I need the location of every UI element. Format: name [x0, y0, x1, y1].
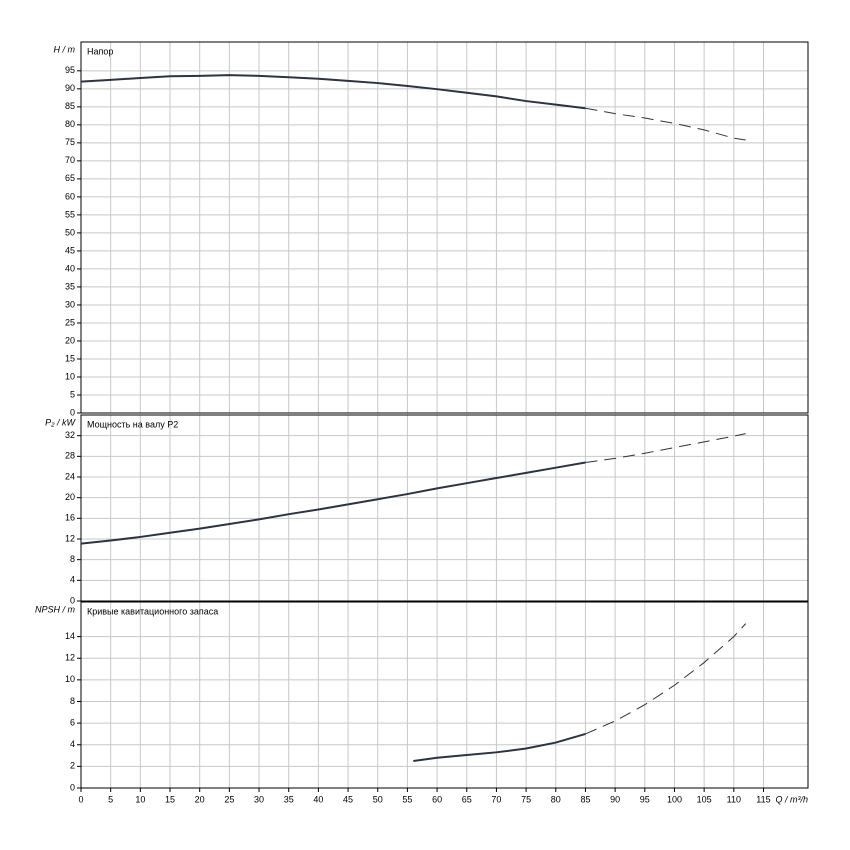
panel-title: Мощность на валу P2: [87, 419, 178, 429]
x-axis-label: Q / m³/h: [775, 794, 808, 804]
x-tick-label: 100: [667, 794, 682, 804]
x-tick-label: 115: [756, 794, 770, 804]
y-tick-label: 6: [70, 717, 75, 727]
x-tick-label: 105: [697, 794, 712, 804]
plot-frame: [80, 41, 809, 414]
y-tick-label: 32: [65, 430, 75, 440]
y-axis-label: NPSH / m: [35, 604, 76, 614]
y-tick-label: 4: [70, 739, 75, 749]
x-tick-label: 20: [195, 794, 205, 804]
x-tick-label: 70: [491, 794, 501, 804]
y-tick-label: 75: [65, 137, 75, 147]
y-tick-label: 24: [65, 471, 75, 481]
y-tick-label: 15: [65, 353, 75, 363]
y-tick-label: 45: [65, 245, 75, 255]
y-tick-label: 55: [65, 209, 75, 219]
y-tick-label: 0: [70, 595, 75, 605]
y-tick-label: 20: [65, 335, 75, 345]
x-tick-label: 30: [254, 794, 264, 804]
x-tick-label: 0: [78, 794, 83, 804]
y-tick-label: 50: [65, 227, 75, 237]
y-tick-label: 40: [65, 263, 75, 273]
y-tick-label: 16: [65, 513, 75, 523]
curve: [80, 74, 586, 110]
x-tick-label: 10: [135, 794, 145, 804]
plot-frame: [80, 414, 809, 602]
y-tick-label: 95: [65, 65, 75, 75]
x-tick-label: 5: [108, 794, 113, 804]
y-tick-label: 5: [70, 389, 75, 399]
y-tick-label: 2: [70, 761, 75, 771]
x-tick-label: 110: [727, 794, 741, 804]
curve: [585, 107, 746, 141]
x-tick-label: 60: [432, 794, 442, 804]
y-tick-label: 70: [65, 155, 75, 165]
x-tick-label: 80: [551, 794, 561, 804]
y-tick-label: 25: [65, 317, 75, 327]
y-tick-label: 80: [65, 119, 75, 129]
x-tick-label: 40: [313, 794, 323, 804]
x-tick-label: 65: [462, 794, 472, 804]
x-tick-label: 35: [284, 794, 294, 804]
x-tick-label: 95: [640, 794, 650, 804]
y-tick-label: 20: [65, 492, 75, 502]
y-axis-label: H / m: [54, 44, 76, 54]
y-axis-label: P₂ / kW: [45, 417, 76, 427]
curve: [80, 461, 586, 545]
panel-title: Кривые кавитационного запаса: [87, 606, 218, 616]
x-tick-label: 55: [402, 794, 412, 804]
y-tick-label: 10: [65, 371, 75, 381]
y-tick-label: 85: [65, 101, 75, 111]
y-tick-label: 35: [65, 281, 75, 291]
y-tick-label: 0: [70, 407, 75, 417]
y-tick-label: 10: [65, 674, 75, 684]
panel-title: Напор: [87, 46, 113, 56]
y-tick-label: 28: [65, 451, 75, 461]
y-tick-label: 30: [65, 299, 75, 309]
y-tick-label: 12: [65, 533, 75, 543]
y-tick-label: 90: [65, 83, 75, 93]
curve: [413, 732, 586, 762]
y-tick-label: 60: [65, 191, 75, 201]
y-tick-label: 65: [65, 173, 75, 183]
y-tick-label: 8: [70, 696, 75, 706]
y-tick-label: 14: [65, 631, 75, 641]
x-tick-label: 90: [610, 794, 620, 804]
plot-frame: [80, 601, 809, 789]
x-tick-label: 15: [165, 794, 175, 804]
curve: [585, 623, 747, 735]
y-tick-label: 4: [70, 575, 75, 585]
y-tick-label: 0: [70, 782, 75, 792]
x-tick-label: 85: [580, 794, 590, 804]
y-tick-label: 12: [65, 653, 75, 663]
y-tick-label: 8: [70, 554, 75, 564]
x-tick-label: 75: [521, 794, 531, 804]
curve: [585, 433, 746, 464]
x-tick-label: 25: [224, 794, 234, 804]
x-tick-label: 45: [343, 794, 353, 804]
x-tick-label: 50: [373, 794, 383, 804]
